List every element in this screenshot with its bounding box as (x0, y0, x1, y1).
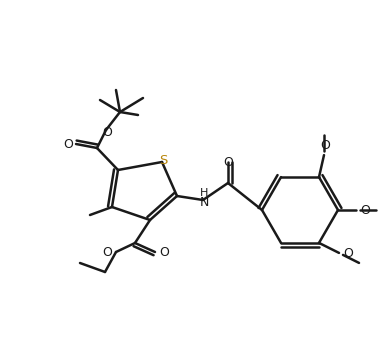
Text: O: O (343, 248, 353, 261)
Text: O: O (102, 247, 112, 260)
Text: O: O (223, 157, 233, 169)
Text: N: N (199, 196, 209, 209)
Text: O: O (360, 204, 370, 217)
Text: O: O (159, 246, 169, 258)
Text: S: S (159, 154, 167, 167)
Text: O: O (102, 125, 112, 138)
Text: O: O (63, 138, 73, 151)
Text: O: O (320, 138, 330, 152)
Text: H: H (200, 188, 208, 198)
